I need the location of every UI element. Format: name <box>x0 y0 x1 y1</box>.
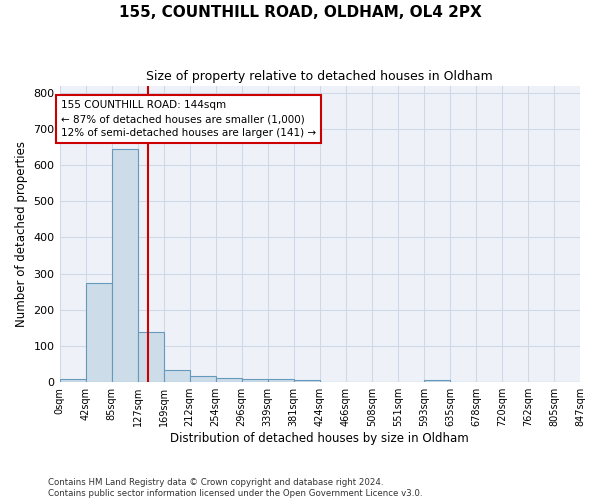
Bar <box>112 149 137 382</box>
Bar <box>242 378 268 382</box>
Bar <box>268 378 294 382</box>
Text: 155, COUNTHILL ROAD, OLDHAM, OL4 2PX: 155, COUNTHILL ROAD, OLDHAM, OL4 2PX <box>119 5 481 20</box>
Text: 155 COUNTHILL ROAD: 144sqm
← 87% of detached houses are smaller (1,000)
12% of s: 155 COUNTHILL ROAD: 144sqm ← 87% of deta… <box>61 100 316 138</box>
Text: Contains HM Land Registry data © Crown copyright and database right 2024.
Contai: Contains HM Land Registry data © Crown c… <box>48 478 422 498</box>
Bar <box>294 380 320 382</box>
Bar <box>190 376 215 382</box>
Bar <box>215 378 242 382</box>
Bar <box>137 332 164 382</box>
Title: Size of property relative to detached houses in Oldham: Size of property relative to detached ho… <box>146 70 493 83</box>
Bar <box>59 380 86 382</box>
Y-axis label: Number of detached properties: Number of detached properties <box>15 141 28 327</box>
Bar <box>164 370 190 382</box>
X-axis label: Distribution of detached houses by size in Oldham: Distribution of detached houses by size … <box>170 432 469 445</box>
Bar <box>86 282 112 382</box>
Bar <box>424 380 450 382</box>
